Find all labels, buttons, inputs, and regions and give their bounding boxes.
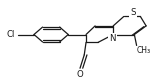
Text: N: N [109,34,116,43]
Text: O: O [77,70,83,79]
Text: CH₃: CH₃ [136,46,150,55]
Text: Cl: Cl [6,30,15,39]
Text: S: S [130,8,136,17]
